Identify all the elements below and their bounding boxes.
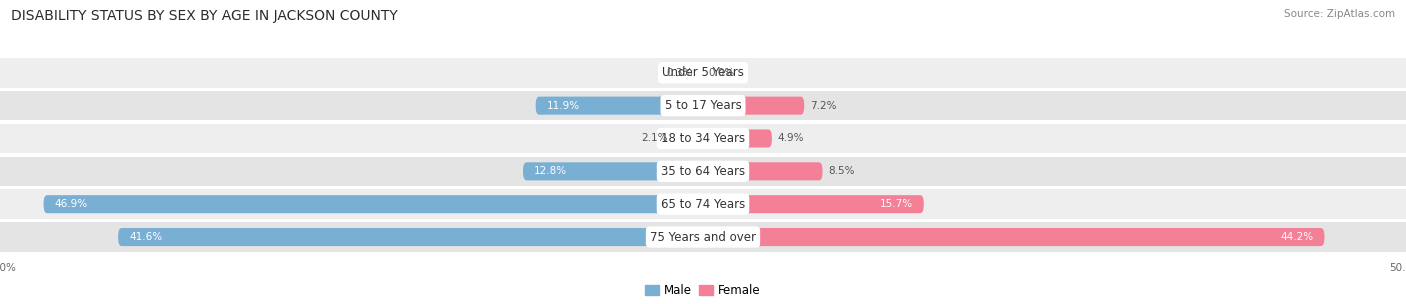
Text: 18 to 34 Years: 18 to 34 Years	[661, 132, 745, 145]
Bar	[0, 189, 1406, 219]
FancyBboxPatch shape	[703, 130, 772, 147]
FancyBboxPatch shape	[118, 228, 703, 246]
Text: 8.5%: 8.5%	[828, 166, 855, 176]
Text: 7.2%: 7.2%	[810, 101, 837, 111]
Text: 0.0%: 0.0%	[709, 68, 735, 78]
Text: 4.9%: 4.9%	[778, 133, 804, 143]
Text: Source: ZipAtlas.com: Source: ZipAtlas.com	[1284, 9, 1395, 19]
FancyBboxPatch shape	[703, 97, 804, 115]
Bar	[0, 222, 1406, 252]
Bar	[0, 124, 1406, 153]
Text: 12.8%: 12.8%	[534, 166, 568, 176]
FancyBboxPatch shape	[699, 64, 703, 82]
FancyBboxPatch shape	[536, 97, 703, 115]
Text: 41.6%: 41.6%	[129, 232, 163, 242]
FancyBboxPatch shape	[703, 228, 1324, 246]
Text: 35 to 64 Years: 35 to 64 Years	[661, 165, 745, 178]
Text: 5 to 17 Years: 5 to 17 Years	[665, 99, 741, 112]
Legend: Male, Female: Male, Female	[645, 284, 761, 297]
Text: 44.2%: 44.2%	[1279, 232, 1313, 242]
Bar	[0, 58, 1406, 88]
Text: 65 to 74 Years: 65 to 74 Years	[661, 198, 745, 211]
Text: DISABILITY STATUS BY SEX BY AGE IN JACKSON COUNTY: DISABILITY STATUS BY SEX BY AGE IN JACKS…	[11, 9, 398, 23]
FancyBboxPatch shape	[703, 162, 823, 180]
Bar	[0, 157, 1406, 186]
FancyBboxPatch shape	[44, 195, 703, 213]
Text: 46.9%: 46.9%	[55, 199, 89, 209]
Text: 75 Years and over: 75 Years and over	[650, 230, 756, 244]
FancyBboxPatch shape	[523, 162, 703, 180]
FancyBboxPatch shape	[703, 195, 924, 213]
FancyBboxPatch shape	[673, 130, 703, 147]
Text: 0.3%: 0.3%	[666, 68, 693, 78]
Text: 11.9%: 11.9%	[547, 101, 581, 111]
Text: 2.1%: 2.1%	[641, 133, 668, 143]
Text: Under 5 Years: Under 5 Years	[662, 66, 744, 79]
Bar	[0, 91, 1406, 120]
Text: 15.7%: 15.7%	[879, 199, 912, 209]
